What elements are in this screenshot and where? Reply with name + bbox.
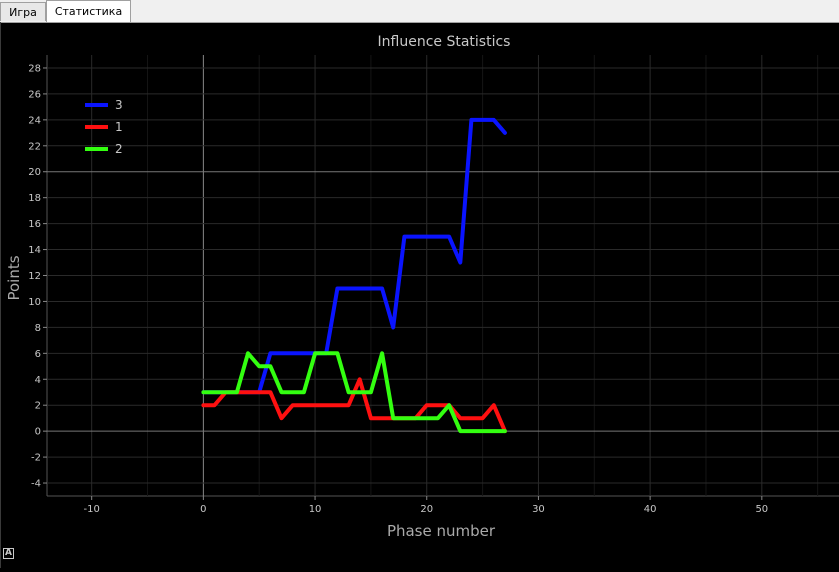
plot-area: Influence Statistics Phase number Points… xyxy=(0,22,839,568)
y-tick-label: 28 xyxy=(28,63,41,74)
autoscale-button[interactable]: A xyxy=(3,548,14,559)
tab-game[interactable]: Игра xyxy=(0,2,46,21)
legend-label-2: 2 xyxy=(115,142,123,156)
y-tick-label: 8 xyxy=(35,323,41,334)
y-tick-label: 0 xyxy=(35,427,41,438)
x-tick-label: 30 xyxy=(532,504,545,515)
y-tick-label: 12 xyxy=(28,271,41,282)
series-line-3 xyxy=(201,117,507,395)
legend-label-3: 3 xyxy=(115,98,123,112)
y-tick-label: -2 xyxy=(31,453,41,464)
y-tick-label: 20 xyxy=(28,167,41,178)
x-tick-label: -10 xyxy=(84,504,100,515)
y-axis-label: Points xyxy=(5,255,23,300)
y-tick-label: 2 xyxy=(35,401,41,412)
x-tick-label: 40 xyxy=(644,504,657,515)
x-axis-label: Phase number xyxy=(387,522,496,540)
y-tick-label: 22 xyxy=(28,141,41,152)
y-tick-label: 10 xyxy=(28,297,41,308)
influence-chart: Influence Statistics Phase number Points… xyxy=(5,34,839,540)
y-tick-label: 4 xyxy=(35,375,41,386)
y-tick-label: 14 xyxy=(28,245,41,256)
series-line-2 xyxy=(201,351,507,434)
x-tick-label: 20 xyxy=(420,504,433,515)
x-tick-label: 10 xyxy=(309,504,322,515)
y-tick-label: 16 xyxy=(28,219,41,230)
legend-label-1: 1 xyxy=(115,120,123,134)
y-tick-label: -4 xyxy=(31,479,41,490)
y-tick-label: 6 xyxy=(35,349,41,360)
y-tick-label: 24 xyxy=(28,115,41,126)
chart-title: Influence Statistics xyxy=(378,34,511,50)
y-tick-label: 18 xyxy=(28,193,41,204)
x-tick-label: 50 xyxy=(755,504,768,515)
y-tick-label: 26 xyxy=(28,89,41,100)
tab-bar: Игра Статистика xyxy=(0,0,839,23)
tab-statistics[interactable]: Статистика xyxy=(46,0,131,22)
x-tick-label: 0 xyxy=(200,504,206,515)
